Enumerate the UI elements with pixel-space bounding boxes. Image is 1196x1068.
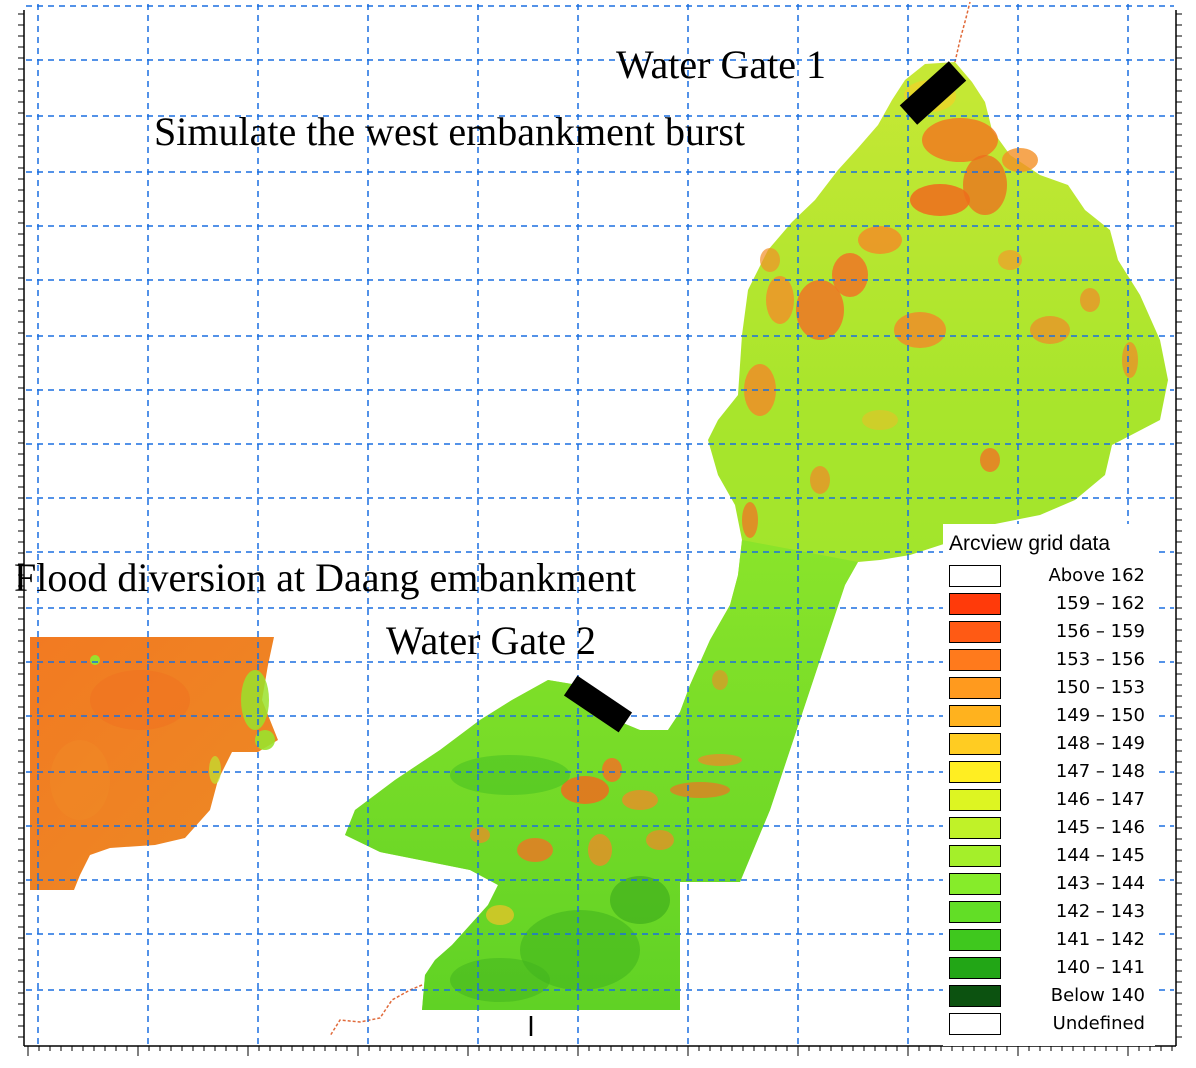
legend-item: 149 – 150 xyxy=(949,704,1149,728)
legend-label: 148 – 149 xyxy=(1055,733,1145,754)
water-gate-2-marker xyxy=(563,675,633,733)
legend-label: Undefined xyxy=(1052,1013,1145,1034)
legend-label: Below 140 xyxy=(1050,985,1145,1006)
legend-item: 140 – 141 xyxy=(949,956,1149,980)
legend-swatch xyxy=(949,705,1001,727)
water-gate-1-label: Water Gate 1 xyxy=(616,42,826,87)
legend-label: 153 – 156 xyxy=(1055,649,1145,670)
legend-item: 156 – 159 xyxy=(949,620,1149,644)
legend-swatch xyxy=(949,789,1001,811)
legend-title: Arcview grid data xyxy=(949,532,1111,555)
legend-swatch xyxy=(949,929,1001,951)
flood-region-west xyxy=(30,637,278,890)
legend-swatch xyxy=(949,593,1001,615)
legend-label: Above 162 xyxy=(1048,565,1145,586)
legend-item: 148 – 149 xyxy=(949,732,1149,756)
legend-item: 142 – 143 xyxy=(949,900,1149,924)
legend-label: 146 – 147 xyxy=(1055,789,1145,810)
coordinate-grid xyxy=(26,4,1174,1044)
legend-label: 141 – 142 xyxy=(1055,929,1145,950)
legend-label: 145 – 146 xyxy=(1055,817,1145,838)
legend-swatch xyxy=(949,621,1001,643)
daang-flood-diversion-label: Flood diversion at Daang embankment xyxy=(14,555,637,600)
legend-label: 150 – 153 xyxy=(1055,677,1145,698)
water-gate-2-label: Water Gate 2 xyxy=(386,618,596,663)
legend-label: 156 – 159 xyxy=(1055,621,1145,642)
axis-ticks xyxy=(18,13,1182,1056)
legend-swatch xyxy=(949,565,1001,587)
legend-item: 143 – 144 xyxy=(949,872,1149,896)
west-embankment-burst-label: Simulate the west embankment burst xyxy=(154,109,745,154)
legend-swatch xyxy=(949,761,1001,783)
legend-item: 159 – 162 xyxy=(949,592,1149,616)
legend-item: 153 – 156 xyxy=(949,648,1149,672)
legend-swatch xyxy=(949,677,1001,699)
legend-label: 142 – 143 xyxy=(1055,901,1145,922)
river-lines xyxy=(329,1,971,1037)
legend-swatch xyxy=(949,957,1001,979)
legend: Arcview grid data Above 162 159 – 162 156 … xyxy=(943,524,1155,1046)
legend-label: 140 – 141 xyxy=(1055,957,1145,978)
terrain-south-tint xyxy=(345,540,858,1010)
legend-label: 147 – 148 xyxy=(1055,761,1145,782)
legend-label: 159 – 162 xyxy=(1055,593,1145,614)
legend-item: 150 – 153 xyxy=(949,676,1149,700)
legend-label: 144 – 145 xyxy=(1055,845,1145,866)
legend-item: Below 140 xyxy=(949,984,1149,1008)
legend-item: Above 162 xyxy=(949,564,1149,588)
legend-swatch xyxy=(949,1013,1001,1035)
legend-item: Undefined xyxy=(949,1012,1149,1036)
legend-swatch xyxy=(949,901,1001,923)
map-frame xyxy=(18,10,1182,1056)
flood-region-main xyxy=(345,62,1168,1010)
legend-label: 143 – 144 xyxy=(1055,873,1145,894)
south-patches xyxy=(450,670,742,1002)
legend-label: 149 – 150 xyxy=(1055,705,1145,726)
legend-swatch xyxy=(949,649,1001,671)
legend-item: 147 – 148 xyxy=(949,760,1149,784)
legend-swatch xyxy=(949,845,1001,867)
legend-item: 141 – 142 xyxy=(949,928,1149,952)
legend-swatch xyxy=(949,873,1001,895)
water-gate-1-marker xyxy=(899,61,967,125)
legend-item: 144 – 145 xyxy=(949,844,1149,868)
legend-swatch xyxy=(949,985,1001,1007)
legend-item: 146 – 147 xyxy=(949,788,1149,812)
legend-swatch xyxy=(949,733,1001,755)
legend-item: 145 – 146 xyxy=(949,816,1149,840)
legend-swatch xyxy=(949,817,1001,839)
